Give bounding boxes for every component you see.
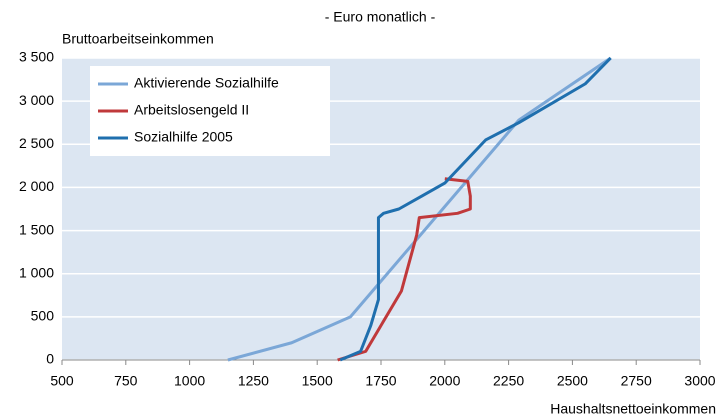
- x-tick-label: 2750: [621, 373, 652, 389]
- x-tick-label: 500: [50, 373, 74, 389]
- x-tick-label: 1000: [174, 373, 205, 389]
- x-tick-label: 2000: [429, 373, 460, 389]
- y-tick-label: 1 000: [19, 264, 54, 280]
- x-axis-label: Haushaltsnettoeinkommen: [550, 401, 716, 417]
- legend-box: [90, 66, 330, 156]
- y-tick-label: 2 500: [19, 135, 54, 151]
- x-tick-label: 2500: [557, 373, 588, 389]
- legend-label: Aktivierende Sozialhilfe: [134, 75, 279, 91]
- x-tick-label: 3000: [684, 373, 715, 389]
- chart-title: - Euro monatlich -: [325, 9, 436, 25]
- x-tick-label: 1750: [365, 373, 396, 389]
- line-series: [227, 56, 612, 362]
- x-tick-label: 1250: [238, 373, 269, 389]
- y-tick-label: 2 000: [19, 178, 54, 194]
- y-tick-label: 0: [46, 351, 54, 367]
- y-tick-label: 3 000: [19, 92, 54, 108]
- line-series: [337, 177, 472, 362]
- y-tick-label: 3 500: [19, 49, 54, 65]
- line-series: [339, 56, 612, 362]
- y-tick-label: 1 500: [19, 221, 54, 237]
- legend-label: Arbeitslosengeld II: [134, 102, 249, 118]
- legend-label: Sozialhilfe 2005: [134, 129, 233, 145]
- y-axis-label: Bruttoarbeitseinkommen: [62, 31, 214, 47]
- y-tick-label: 500: [31, 308, 55, 324]
- x-tick-label: 2250: [493, 373, 524, 389]
- x-tick-label: 750: [114, 373, 138, 389]
- x-tick-label: 1500: [302, 373, 333, 389]
